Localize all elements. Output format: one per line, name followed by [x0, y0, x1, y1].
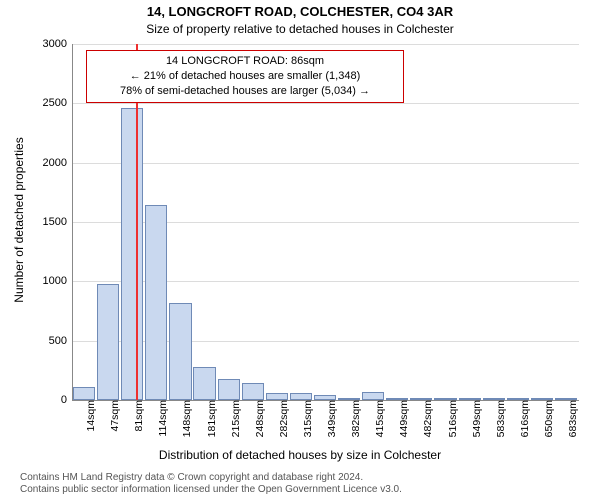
- chart-subtitle: Size of property relative to detached ho…: [0, 22, 600, 36]
- annotation-line-3: 78% of semi-detached houses are larger (…: [95, 84, 395, 99]
- histogram-bar: [218, 379, 240, 400]
- histogram-bar: [97, 284, 119, 400]
- chart-title: 14, LONGCROFT ROAD, COLCHESTER, CO4 3AR: [0, 4, 600, 19]
- y-tick-label: 1500: [43, 216, 73, 228]
- histogram-bar: [362, 392, 384, 400]
- x-tick-label: 549sqm: [467, 400, 483, 437]
- histogram-bar: [121, 108, 143, 400]
- chart-footer: Contains HM Land Registry data © Crown c…: [20, 472, 402, 496]
- x-tick-label: 181sqm: [202, 400, 218, 437]
- y-tick-label: 2000: [43, 157, 73, 169]
- grid-line: [73, 103, 579, 104]
- x-tick-label: 482sqm: [418, 400, 434, 437]
- x-tick-label: 282sqm: [274, 400, 290, 437]
- x-tick-label: 81sqm: [129, 400, 145, 432]
- x-tick-label: 650sqm: [539, 400, 555, 437]
- x-tick-label: 114sqm: [153, 400, 169, 437]
- x-tick-label: 583sqm: [491, 400, 507, 437]
- histogram-bar: [266, 393, 288, 400]
- x-tick-label: 14sqm: [81, 400, 97, 432]
- annotation-line-2: ← 21% of detached houses are smaller (1,…: [95, 69, 395, 84]
- y-axis-label: Number of detached properties: [12, 137, 26, 302]
- y-tick-label: 500: [49, 335, 73, 347]
- x-tick-label: 516sqm: [443, 400, 459, 437]
- x-tick-label: 315sqm: [298, 400, 314, 437]
- y-tick-label: 3000: [43, 38, 73, 50]
- annotation-line-1: 14 LONGCROFT ROAD: 86sqm: [95, 54, 395, 69]
- histogram-bar: [169, 303, 191, 400]
- y-tick-label: 1000: [43, 275, 73, 287]
- x-tick-label: 47sqm: [105, 400, 121, 432]
- x-tick-label: 616sqm: [515, 400, 531, 437]
- x-tick-label: 215sqm: [226, 400, 242, 437]
- histogram-bar: [242, 383, 264, 400]
- x-tick-label: 148sqm: [177, 400, 193, 437]
- grid-line: [73, 44, 579, 45]
- grid-line: [73, 163, 579, 164]
- x-tick-label: 415sqm: [370, 400, 386, 437]
- x-tick-label: 349sqm: [322, 400, 338, 437]
- annotation-box: 14 LONGCROFT ROAD: 86sqm ← 21% of detach…: [86, 50, 404, 103]
- footer-line-2: Contains public sector information licen…: [20, 484, 402, 496]
- y-tick-label: 0: [61, 394, 73, 406]
- histogram-bar: [73, 387, 95, 400]
- x-axis-label: Distribution of detached houses by size …: [0, 448, 600, 462]
- histogram-bar: [193, 367, 215, 400]
- histogram-bar: [145, 205, 167, 400]
- x-tick-label: 449sqm: [394, 400, 410, 437]
- footer-line-1: Contains HM Land Registry data © Crown c…: [20, 472, 402, 484]
- property-size-chart: 14, LONGCROFT ROAD, COLCHESTER, CO4 3AR …: [0, 0, 600, 500]
- x-tick-label: 382sqm: [346, 400, 362, 437]
- x-tick-label: 248sqm: [250, 400, 266, 437]
- y-tick-label: 2500: [43, 97, 73, 109]
- x-tick-label: 683sqm: [563, 400, 579, 437]
